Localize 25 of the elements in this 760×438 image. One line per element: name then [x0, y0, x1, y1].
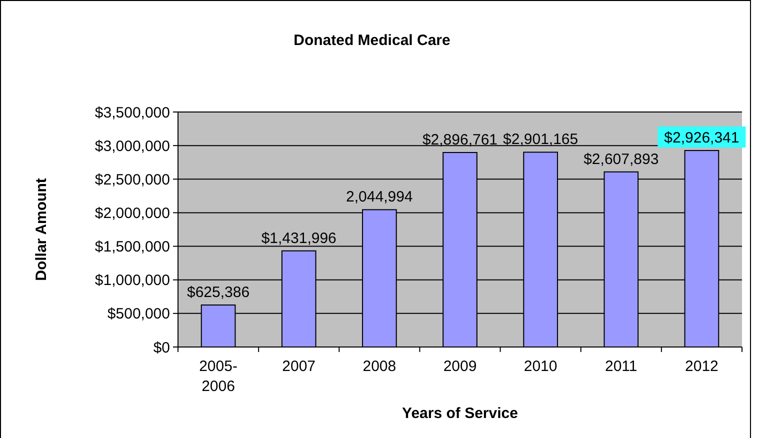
data-label: $2,896,761 [422, 132, 498, 149]
data-label: $2,607,893 [584, 150, 659, 168]
y-tick-label: $500,000 [107, 306, 170, 323]
y-axis-title: Dollar Amount [33, 178, 50, 281]
x-tick-label: 2012 [685, 358, 718, 375]
data-label: $2,926,341 [664, 130, 740, 147]
data-label: $1,431,996 [261, 230, 336, 247]
y-tick-label: $0 [153, 339, 170, 356]
x-tick-label: 2011 [605, 358, 638, 375]
x-tick-label: 2005-2006 [199, 358, 238, 395]
data-label: $2,901,165 [503, 131, 578, 148]
y-tick-label: $3,500,000 [94, 104, 170, 122]
y-tick-label: $1,500,000 [94, 238, 170, 256]
x-tick-label: 2008 [362, 358, 396, 375]
y-tick-label: $1,000,000 [94, 272, 170, 290]
data-label: $625,386 [186, 284, 250, 302]
y-tick-label: $3,000,000 [94, 138, 170, 155]
x-axis-title: Years of Service [402, 405, 518, 422]
x-tick-label: 2007 [282, 358, 316, 375]
x-tick-label: 2010 [524, 358, 558, 375]
chart-title: Donated Medical Care [294, 32, 450, 49]
y-tick-label: $2,000,000 [94, 204, 170, 222]
data-label: 2,044,994 [346, 188, 413, 206]
x-tick-label: 2009 [443, 358, 477, 375]
y-tick-label: $2,500,000 [94, 171, 170, 188]
